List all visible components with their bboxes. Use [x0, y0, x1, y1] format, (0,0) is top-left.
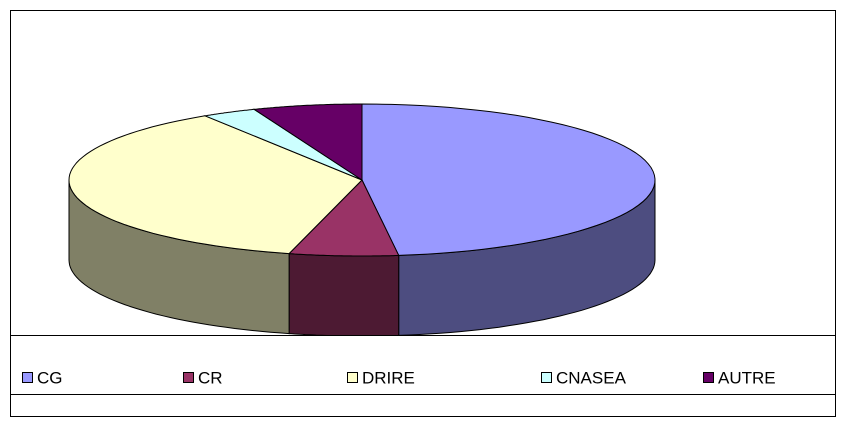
slice: [203, 108, 363, 181]
legend-label: CNASEA: [556, 368, 627, 387]
pie: [68, 103, 656, 337]
legend-swatch: [183, 372, 194, 383]
slice-side: [288, 253, 400, 337]
legend-swatch: [703, 372, 714, 383]
legend: CG CR DRIRE CNASEA AUTRE: [22, 368, 776, 387]
slice: [252, 103, 363, 181]
slice: [361, 103, 656, 256]
slice: [287, 179, 400, 257]
legend-label: CG: [37, 368, 63, 387]
legend-swatch: [541, 372, 552, 383]
legend-label: AUTRE: [718, 368, 776, 387]
legend-swatch: [347, 372, 358, 383]
legend-swatch: [22, 372, 33, 383]
legend-label: CR: [198, 368, 223, 387]
legend-box: [10, 335, 836, 395]
legend-label: DRIRE: [362, 368, 415, 387]
